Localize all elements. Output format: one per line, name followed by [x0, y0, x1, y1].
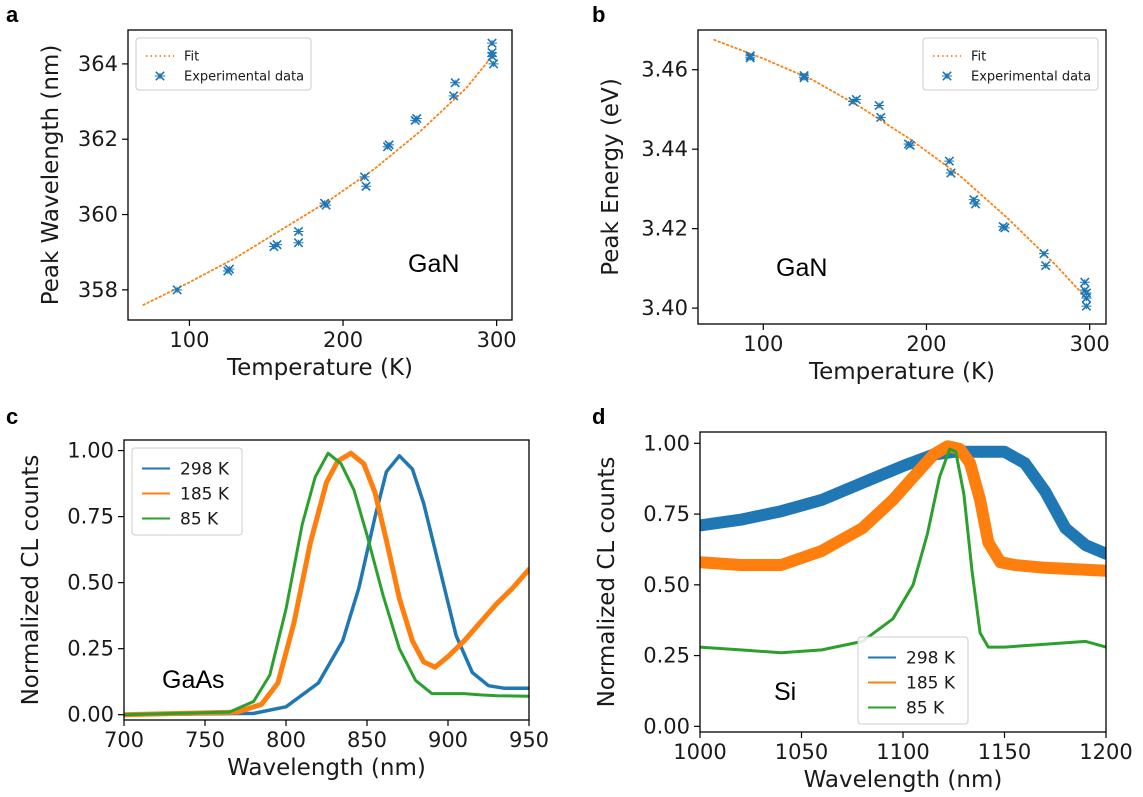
chart-panel-d: 1000 1050 1100 1150 1200 0.00 0.25 0.50 0.75 1.00… [592, 404, 1133, 793]
y-axis-title: Normalized CL counts [18, 455, 44, 706]
x-tick-label: 1150 [978, 740, 1031, 764]
chart-panel-b: 100 200 300 3.40 3.42 3.44 3.46 Temperature (K)… [592, 2, 1110, 385]
y-tick-label: 362 [78, 127, 118, 151]
series-c-185-k [124, 450, 529, 718]
legend-c: 298 K 185 K 85 K [131, 447, 243, 536]
legend-label: 298 K [906, 648, 956, 668]
series-d-85-k [700, 447, 1106, 655]
legend-label: 85 K [906, 698, 945, 718]
legend-label: Fit [971, 50, 986, 65]
x-tick-label: 850 [347, 728, 387, 752]
x-tick-label: 100 [743, 332, 783, 356]
x-axis-title: Wavelength (nm) [227, 755, 426, 781]
legend-label: Experimental data [184, 70, 304, 85]
series-d-298-k [700, 445, 1106, 560]
x-tick-label: 200 [323, 328, 363, 352]
x-tick-label: 950 [509, 728, 549, 752]
x-axis-title: Wavelength (nm) [804, 767, 1003, 793]
legend-box [131, 447, 243, 536]
plot-area-a [142, 38, 499, 306]
y-tick-label: 364 [78, 52, 118, 76]
legend-label: Fit [184, 50, 199, 65]
x-tick-label: 300 [477, 328, 517, 352]
material-annotation: GaAs [162, 666, 225, 694]
legend-box [857, 636, 969, 725]
panel-letter: b [592, 2, 605, 27]
series-b-experimental-data [745, 51, 1092, 311]
x-tick-label: 1050 [775, 740, 828, 764]
y-tick-label: 3.42 [641, 217, 688, 241]
series-c-298-k [124, 454, 529, 717]
plot-area-b [713, 39, 1092, 311]
material-annotation: GaN [408, 250, 459, 278]
y-tick-label: 360 [78, 203, 118, 227]
plot-area-c [124, 450, 529, 718]
y-tick-label: 0.00 [643, 714, 690, 738]
y-tick-label: 3.40 [641, 296, 688, 320]
plot-area-d [700, 440, 1106, 655]
x-tick-label: 1000 [673, 740, 726, 764]
x-tick-label: 750 [185, 728, 225, 752]
material-annotation: GaN [776, 254, 827, 282]
y-tick-label: 3.44 [641, 137, 688, 161]
legend-d: 298 K 185 K 85 K [857, 636, 969, 725]
y-tick-label: 0.25 [67, 637, 114, 661]
x-tick-label: 700 [104, 728, 144, 752]
x-tick-label: 300 [1070, 332, 1110, 356]
legend-label: 185 K [906, 673, 956, 693]
legend-box [135, 37, 312, 91]
chart-panel-a: 100 200 300 358 360 362 364 Temperature (K) Peak… [6, 2, 517, 381]
y-axis-title: Peak Wavelength (nm) [38, 45, 64, 306]
y-tick-label: 0.25 [643, 644, 690, 668]
x-tick-label: 800 [266, 728, 306, 752]
x-axis-title: Temperature (K) [808, 359, 995, 385]
y-tick-label: 0.00 [67, 703, 114, 727]
y-tick-label: 1.00 [67, 439, 114, 463]
legend-label: 185 K [180, 484, 230, 504]
y-tick-label: 0.75 [67, 505, 114, 529]
axes-frame-b [697, 29, 1107, 325]
y-tick-label: 358 [78, 278, 118, 302]
panel-letter: c [6, 404, 18, 429]
material-annotation: Si [774, 678, 796, 706]
x-tick-label: 200 [906, 332, 946, 356]
y-tick-label: 0.75 [643, 502, 690, 526]
x-tick-label: 100 [169, 328, 209, 352]
series-d-185-k [700, 440, 1106, 577]
x-axis-title: Temperature (K) [226, 355, 413, 381]
chart-panel-c: 700 750 800 850 900 950 0.00 0.25 0.50 0.75 1.00 Wa… [6, 404, 549, 781]
axes-frame-c [123, 439, 530, 721]
legend-label: Experimental data [971, 70, 1091, 85]
series-c-85-k [124, 451, 529, 717]
x-tick-label: 1100 [876, 740, 929, 764]
panel-letter: d [592, 404, 605, 429]
y-axis-title: Peak Energy (eV) [598, 78, 624, 276]
legend-a: Fit Experimental data [135, 37, 312, 91]
x-tick-label: 900 [428, 728, 468, 752]
y-axis-title: Normalized CL counts [594, 457, 620, 708]
x-tick-label: 1200 [1079, 740, 1132, 764]
legend-label: 298 K [180, 459, 230, 479]
y-tick-label: 3.46 [641, 58, 688, 82]
y-tick-label: 1.00 [643, 431, 690, 455]
panel-letter: a [6, 2, 19, 27]
y-tick-label: 0.50 [643, 573, 690, 597]
series-a-fit [142, 53, 495, 306]
series-a-experimental-data [172, 38, 499, 295]
axes-frame-a [127, 29, 513, 321]
y-tick-label: 0.50 [67, 571, 114, 595]
legend-label: 85 K [180, 509, 219, 529]
legend-b: Fit Experimental data [922, 37, 1099, 91]
legend-box [922, 37, 1099, 91]
